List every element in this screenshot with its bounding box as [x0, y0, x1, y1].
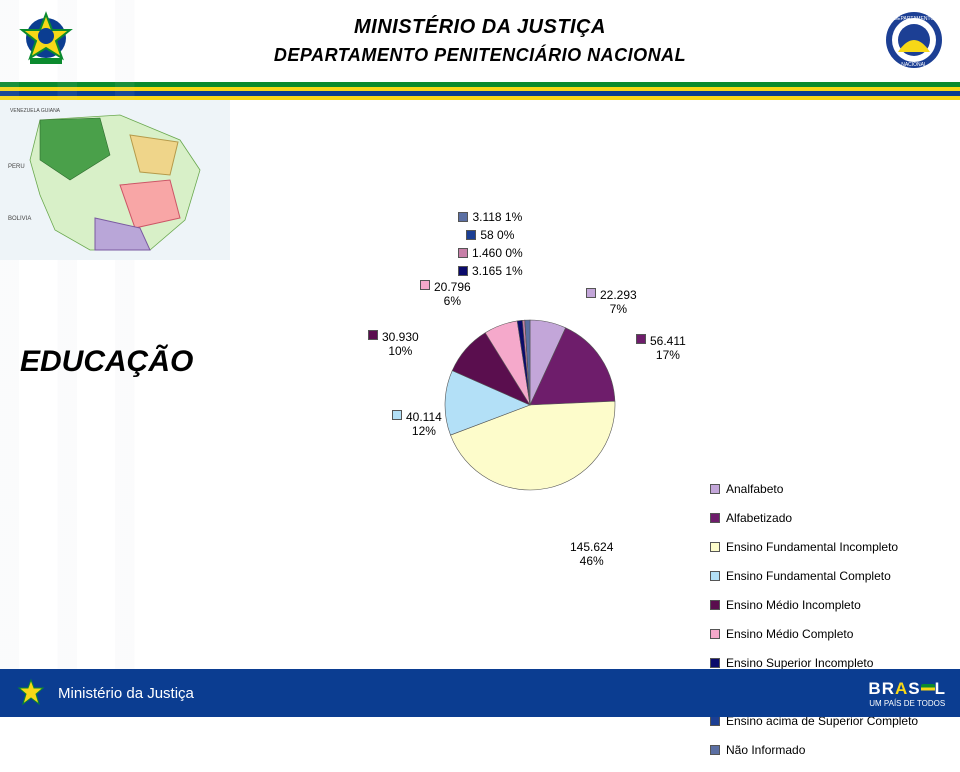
brazil-coat-of-arms-icon: [10, 8, 82, 72]
svg-text:NACIONAL: NACIONAL: [901, 62, 927, 68]
slice-label-fund-incompleto: 145.62446%: [570, 540, 613, 568]
footer-logo-bottom: UM PAÍS DE TODOS: [869, 699, 945, 708]
legend-item-nao_informado: Não Informado: [710, 743, 936, 758]
slice-label-medio-incompleto: 30.93010%: [368, 330, 419, 358]
legend-item-fund_incompleto: Ensino Fundamental Incompleto: [710, 540, 936, 555]
slice-label-sup_completo: 1.460 0%: [458, 246, 523, 260]
footer: Ministério da Justiça BRASL UM PAÍS DE T…: [0, 669, 960, 717]
content: EDUCAÇÃO 3.118 1%58 0%1.460 0%3.165 1% 2…: [0, 270, 960, 640]
slice-label-fund-completo: 40.11412%: [392, 410, 442, 438]
slice-label-acima_sup: 58 0%: [458, 228, 523, 242]
legend-item-medio_incompleto: Ensino Médio Incompleto: [710, 598, 936, 613]
legend-item-alfabetizado: Alfabetizado: [710, 511, 936, 526]
pie-svg: [440, 310, 620, 500]
slice-label-alfabetizado: 56.41117%: [636, 334, 686, 362]
header-title-1: MINISTÉRIO DA JUSTIÇA: [274, 16, 686, 39]
slice-label-sup_incompleto: 3.165 1%: [458, 264, 523, 278]
legend-item-medio_completo: Ensino Médio Completo: [710, 627, 936, 642]
slice-label-nao_informado: 3.118 1%: [458, 210, 523, 224]
footer-coat-of-arms-icon: [14, 678, 48, 708]
header-title-2: DEPARTAMENTO PENITENCIÁRIO NACIONAL: [274, 45, 686, 66]
svg-text:VENEZUELA GUIANA: VENEZUELA GUIANA: [10, 108, 61, 114]
pie-chart: 3.118 1%58 0%1.460 0%3.165 1% 20.7966% 3…: [270, 270, 630, 630]
svg-text:PERU: PERU: [8, 164, 25, 170]
page-title: EDUCAÇÃO: [20, 345, 193, 379]
header: DEPARTAMENTO NACIONAL MINISTÉRIO DA JUST…: [0, 0, 960, 82]
brasil-logo: BRASL UM PAÍS DE TODOS: [868, 679, 946, 708]
brazil-map-icon: VENEZUELA GUIANA PERU BOLIVIA: [0, 100, 230, 260]
legend-item-analfabeto: Analfabeto: [710, 482, 936, 497]
slice-label-medio-completo: 20.7966%: [420, 280, 471, 308]
legend-item-fund_completo: Ensino Fundamental Completo: [710, 569, 936, 584]
depen-seal-icon: DEPARTAMENTO NACIONAL: [878, 8, 950, 72]
svg-text:DEPARTAMENTO: DEPARTAMENTO: [894, 16, 935, 22]
footer-text: Ministério da Justiça: [58, 685, 194, 702]
legend: Analfabeto Alfabetizado Ensino Fundamental…: [710, 482, 936, 772]
svg-text:BOLIVIA: BOLIVIA: [8, 216, 31, 222]
